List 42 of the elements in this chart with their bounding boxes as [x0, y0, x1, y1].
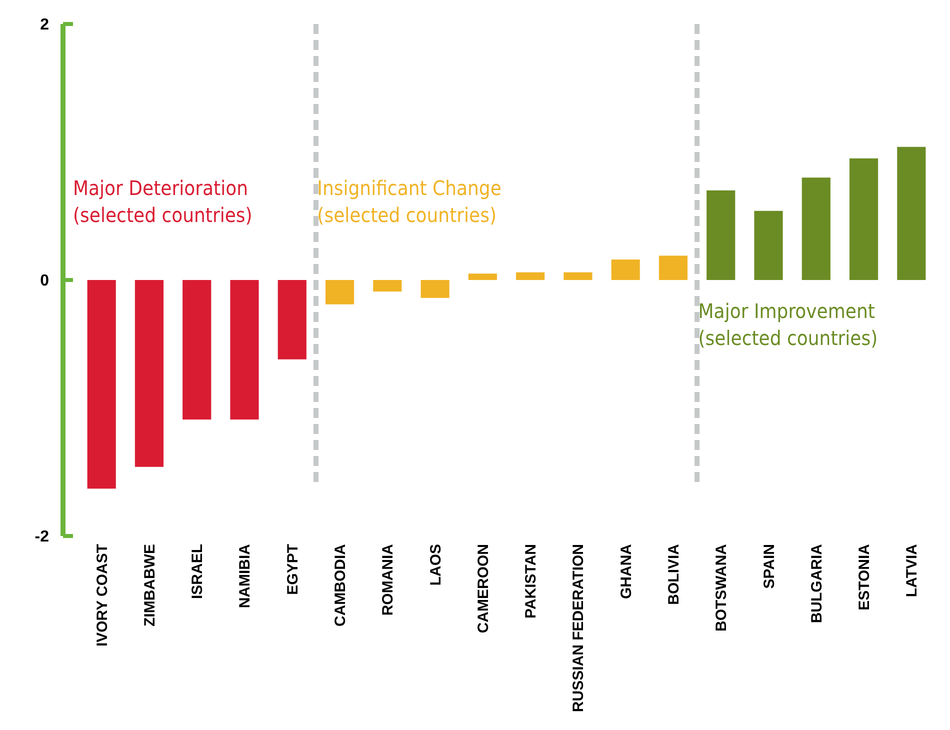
- bar: [182, 280, 212, 420]
- bar: [802, 178, 830, 280]
- bar: [754, 210, 783, 280]
- bar: [278, 280, 306, 360]
- bar: [230, 280, 259, 420]
- bar: [87, 280, 116, 489]
- bar: [611, 260, 640, 280]
- y-tick-label: 0: [40, 272, 50, 290]
- x-tick-label: LATVIA: [904, 544, 921, 598]
- y-tick-label: 2: [40, 16, 50, 34]
- bar: [516, 272, 545, 280]
- bar: [325, 280, 354, 304]
- x-tick-label: BULGARIA: [808, 544, 826, 624]
- bar: [897, 146, 926, 280]
- bar: [658, 256, 688, 280]
- x-tick-label: EGYPT: [284, 544, 302, 595]
- bar: [134, 280, 164, 467]
- bar: [373, 280, 402, 292]
- x-tick-label: BOLIVIA: [665, 544, 682, 605]
- x-tick-label: LAOS: [427, 544, 444, 586]
- x-tick-label: BOTSWANA: [713, 544, 730, 632]
- bar: [849, 158, 878, 280]
- x-tick-label: ESTONIA: [856, 544, 874, 610]
- x-tick-label: IVORY COAST: [94, 544, 111, 647]
- bar: [420, 280, 450, 298]
- x-tick-label: CAMBODIA: [332, 544, 350, 626]
- y-tick-label: -2: [34, 528, 50, 546]
- x-tick-label: SPAIN: [760, 544, 778, 589]
- text: Major Deterioration (selected countries): [73, 176, 252, 227]
- x-tick-label: CAMEROON: [474, 544, 492, 634]
- text: Insignificant Change (selected countries): [317, 176, 502, 227]
- x-tick-label: ISRAEL: [189, 544, 206, 600]
- bar: [564, 272, 592, 280]
- x-tick-label: ROMANIA: [380, 544, 397, 616]
- x-tick-label: NAMIBIA: [236, 544, 254, 608]
- bar: [706, 190, 736, 280]
- bar: [468, 274, 497, 280]
- x-tick-label: GHANA: [618, 544, 635, 599]
- series-label: Major Improvement (selected countries): [698, 299, 878, 350]
- x-tick-label: PAKISTAN: [522, 544, 540, 618]
- x-tick-label: ZIMBABWE: [141, 544, 158, 626]
- x-tick-label: RUSSIAN FEDERATION: [570, 544, 588, 712]
